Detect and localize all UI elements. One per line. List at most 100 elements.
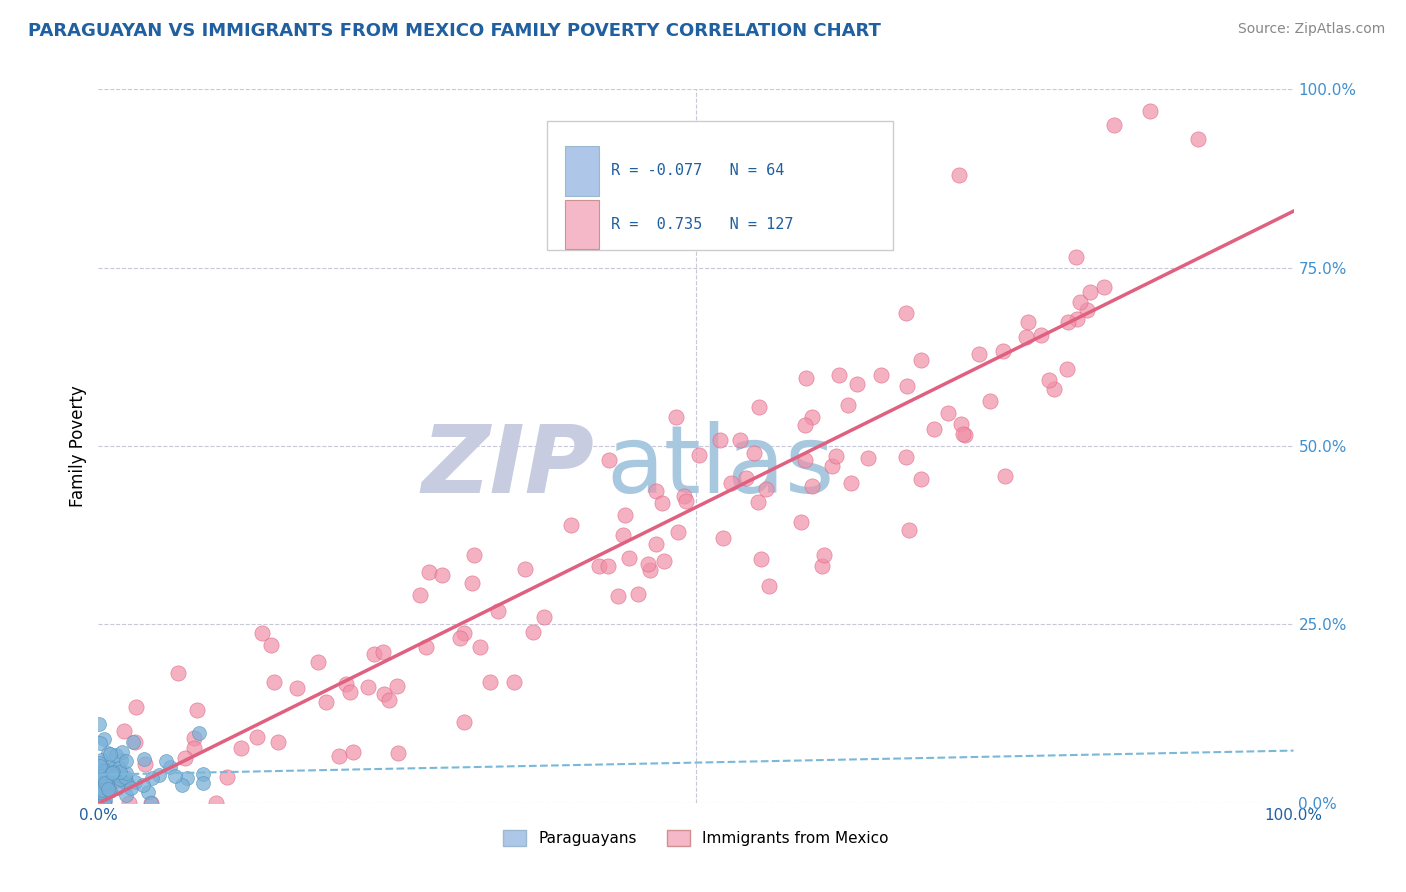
Point [898, 523, 921, 537]
Point [191, 775, 214, 789]
Point [673, 489, 696, 503]
Point [720, 476, 742, 491]
Point [952, 426, 974, 441]
Point [98, 784, 121, 798]
Point [97, 772, 120, 786]
Point [967, 347, 990, 361]
Point [747, 495, 769, 509]
Point [307, 655, 329, 669]
Point [415, 640, 437, 655]
Point [758, 579, 780, 593]
Point [800, 479, 823, 493]
Point [596, 558, 619, 573]
Point [91, 783, 114, 797]
Point [522, 624, 544, 639]
Point [588, 559, 610, 574]
Point [167, 665, 190, 680]
Point [486, 603, 509, 617]
Point [104, 768, 127, 782]
Point [93, 789, 115, 804]
Point [124, 775, 146, 789]
Point [709, 433, 731, 447]
Point [148, 767, 170, 781]
Point [950, 417, 973, 432]
Point [339, 685, 361, 699]
Point [637, 557, 659, 571]
Point [790, 515, 813, 529]
Point [1015, 330, 1038, 344]
Point [125, 699, 148, 714]
Point [796, 370, 818, 384]
Point [103, 771, 125, 785]
Point [159, 759, 181, 773]
Point [121, 735, 143, 749]
Point [858, 451, 880, 466]
Point [468, 640, 491, 654]
Point [139, 796, 162, 810]
Point [90, 753, 112, 767]
Point [513, 562, 536, 576]
Point [453, 625, 475, 640]
Point [755, 482, 778, 496]
Point [172, 778, 194, 792]
Point [1078, 285, 1101, 299]
Point [994, 468, 1017, 483]
Point [1066, 250, 1088, 264]
Point [134, 752, 156, 766]
Point [93, 776, 115, 790]
Point [93, 796, 115, 810]
Point [124, 735, 146, 749]
Point [250, 626, 273, 640]
Point [101, 762, 124, 776]
Point [1104, 118, 1126, 132]
Point [118, 796, 141, 810]
Point [155, 754, 177, 768]
Point [748, 400, 770, 414]
Point [979, 394, 1001, 409]
Point [845, 376, 868, 391]
Point [101, 774, 124, 789]
Point [910, 472, 932, 486]
Text: R =  0.735   N = 127: R = 0.735 N = 127 [612, 217, 793, 232]
Point [1057, 316, 1080, 330]
Point [453, 715, 475, 730]
Point [328, 748, 350, 763]
Point [894, 450, 917, 465]
Point [112, 773, 135, 788]
Point [869, 368, 891, 382]
Point [174, 751, 197, 765]
Point [735, 471, 758, 485]
Text: ZIP: ZIP [422, 421, 595, 514]
Point [953, 427, 976, 442]
Point [801, 410, 824, 425]
Point [652, 554, 675, 568]
Point [1038, 373, 1060, 387]
Point [371, 645, 394, 659]
Point [828, 368, 851, 382]
Point [114, 770, 136, 784]
Point [896, 379, 918, 393]
Point [821, 459, 844, 474]
Point [96, 778, 118, 792]
Point [1056, 362, 1078, 376]
Point [110, 764, 132, 779]
Point [665, 409, 688, 424]
Point [1187, 132, 1209, 146]
Point [100, 766, 122, 780]
Point [114, 775, 136, 789]
Point [645, 484, 668, 499]
Point [205, 796, 228, 810]
Point [315, 695, 337, 709]
Point [229, 741, 252, 756]
Point [93, 770, 115, 784]
Legend: Paraguayans, Immigrants from Mexico: Paraguayans, Immigrants from Mexico [496, 824, 896, 852]
Point [533, 609, 555, 624]
Point [114, 754, 136, 768]
Point [90, 768, 112, 782]
Point [186, 703, 208, 717]
Point [91, 763, 114, 777]
Point [110, 753, 132, 767]
Point [191, 767, 214, 781]
Point [111, 746, 134, 760]
FancyBboxPatch shape [565, 146, 599, 195]
